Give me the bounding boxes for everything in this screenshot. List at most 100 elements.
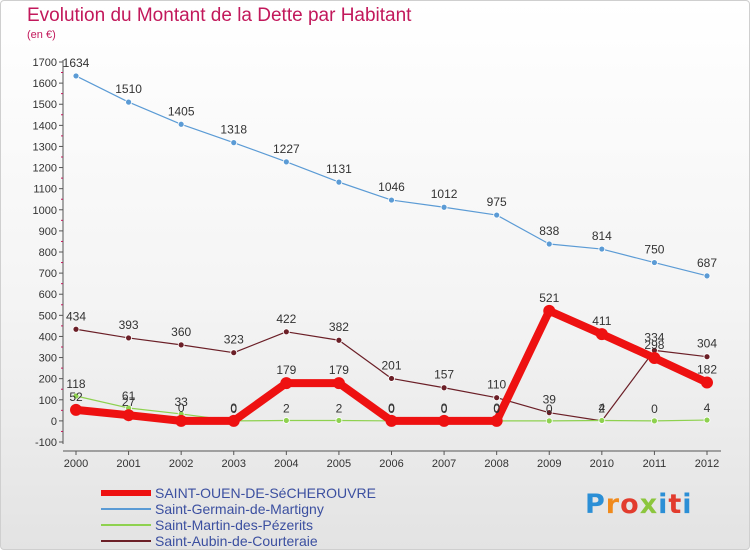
data-point-saint-ouen [438,414,451,427]
data-label-saint-aubin: 382 [329,320,349,334]
series-layer [70,72,713,427]
data-point-saint-ouen [701,376,713,389]
data-point-saint-aubin [282,328,290,336]
data-label-saint-martin: 33 [174,395,188,409]
legend-swatch-saint-martin [101,524,151,526]
data-point-saint-ouen [70,403,82,416]
data-point-saint-germain [177,120,185,128]
data-point-saint-germain [545,240,553,248]
x-tick-label: 2010 [590,458,614,470]
data-label-saint-martin: 2 [283,401,290,415]
legend-label-saint-germain: Saint-Germain-de-Martigny [155,501,324,517]
data-label-saint-germain: 1318 [220,123,247,137]
data-label-saint-germain: 1046 [378,180,405,194]
data-point-saint-aubin [440,384,448,392]
y-tick-label: 1200 [33,163,57,175]
data-point-saint-ouen [227,414,240,427]
data-label-saint-ouen: 179 [329,363,349,377]
y-tick-label: -100 [35,437,57,449]
data-point-saint-martin [651,417,658,425]
data-label-saint-martin: 61 [122,389,136,403]
data-label-saint-martin: 2 [336,401,343,415]
data-label-saint-ouen: 0 [230,401,237,415]
data-label-saint-martin: 2 [598,401,605,415]
x-tick-label: 2002 [169,458,193,470]
y-tick-label: 1700 [33,57,57,69]
x-tick-label: 2001 [116,458,140,470]
data-label-saint-germain: 1510 [115,82,142,96]
data-label-saint-germain: 1405 [168,104,195,118]
y-tick-label: 1600 [33,78,57,90]
data-label-saint-ouen: 0 [441,401,448,415]
y-tick-label: 1500 [33,99,57,111]
data-label-saint-aubin: 304 [697,337,717,351]
data-point-saint-martin [335,417,343,424]
y-tick-label: 1100 [33,184,57,196]
data-label-saint-germain: 1634 [63,56,90,70]
y-tick-label: 1000 [33,205,57,217]
data-point-saint-aubin [125,334,132,342]
data-label-saint-martin: 0 [651,402,658,416]
data-label-saint-martin: 0 [493,402,500,416]
y-tick-label: 200 [39,374,57,386]
x-tick-label: 2000 [64,458,88,470]
x-tick-label: 2007 [432,458,456,470]
y-tick-label: 500 [39,310,57,322]
data-point-saint-aubin [230,349,238,357]
data-label-saint-aubin: 360 [171,325,191,339]
data-label-saint-martin: 0 [388,402,395,416]
data-point-saint-germain [598,245,606,253]
proxiti-logo: Proxiti [585,489,693,520]
data-label-saint-germain: 814 [592,229,612,243]
data-point-saint-ouen [280,377,293,390]
data-point-saint-ouen [648,351,661,364]
data-point-saint-martin [282,417,290,424]
data-point-saint-martin [72,392,80,400]
data-point-saint-germain [72,72,80,80]
data-label-saint-aubin: 4 [598,401,605,415]
legend-label-saint-aubin: Saint-Aubin-de-Courteraie [155,533,318,549]
data-point-saint-martin [545,417,553,425]
legend-item-saint-martin: Saint-Martin-des-Pézerits [101,517,421,533]
y-tick-label: 0 [51,416,57,428]
data-label-saint-germain: 1012 [431,187,458,201]
data-point-saint-aubin [703,353,711,361]
y-tick-label: 700 [39,268,57,280]
data-label-saint-ouen: 298 [644,338,664,352]
data-point-saint-ouen [175,414,188,427]
data-label-saint-ouen: 411 [592,314,611,328]
y-tick-label: 1400 [33,120,57,132]
data-point-saint-martin [598,417,606,424]
data-label-saint-germain: 750 [644,243,664,257]
x-tick-label: 2011 [643,458,667,470]
data-label-saint-aubin: 157 [434,368,454,382]
chart-title: Evolution du Montant de la Dette par Hab… [27,5,412,26]
data-label-saint-martin: 0 [441,402,448,416]
data-point-saint-ouen [385,414,398,427]
x-tick-label: 2003 [222,458,246,470]
y-tick-label: 900 [39,226,57,238]
data-label-saint-germain: 687 [697,256,717,270]
data-point-saint-aubin [72,325,80,333]
data-label-saint-ouen: 179 [276,363,296,377]
data-labels: 1634 1510 1405 1318 1227 1131 1046 1012 975 838 81… [63,56,718,416]
y-tick-label: 600 [39,289,57,301]
data-point-saint-ouen [332,377,345,390]
y-tick-label: 400 [39,331,57,343]
legend-swatch-saint-germain [101,508,151,510]
data-point-saint-aubin [545,409,553,417]
data-point-saint-germain [335,178,343,186]
data-point-saint-ouen [122,409,135,422]
unit-label: (en €) [27,29,56,41]
data-label-saint-martin: 0 [230,402,237,416]
data-point-saint-ouen [490,414,503,427]
data-point-saint-ouen [543,304,556,317]
y-tick-label: 100 [39,395,57,407]
data-point-saint-aubin [177,341,185,349]
data-label-saint-aubin: 393 [119,318,139,332]
data-point-saint-germain [440,203,448,211]
data-label-saint-aubin: 334 [644,330,664,344]
data-label-saint-germain: 975 [487,195,507,209]
data-label-saint-germain: 838 [539,224,559,238]
